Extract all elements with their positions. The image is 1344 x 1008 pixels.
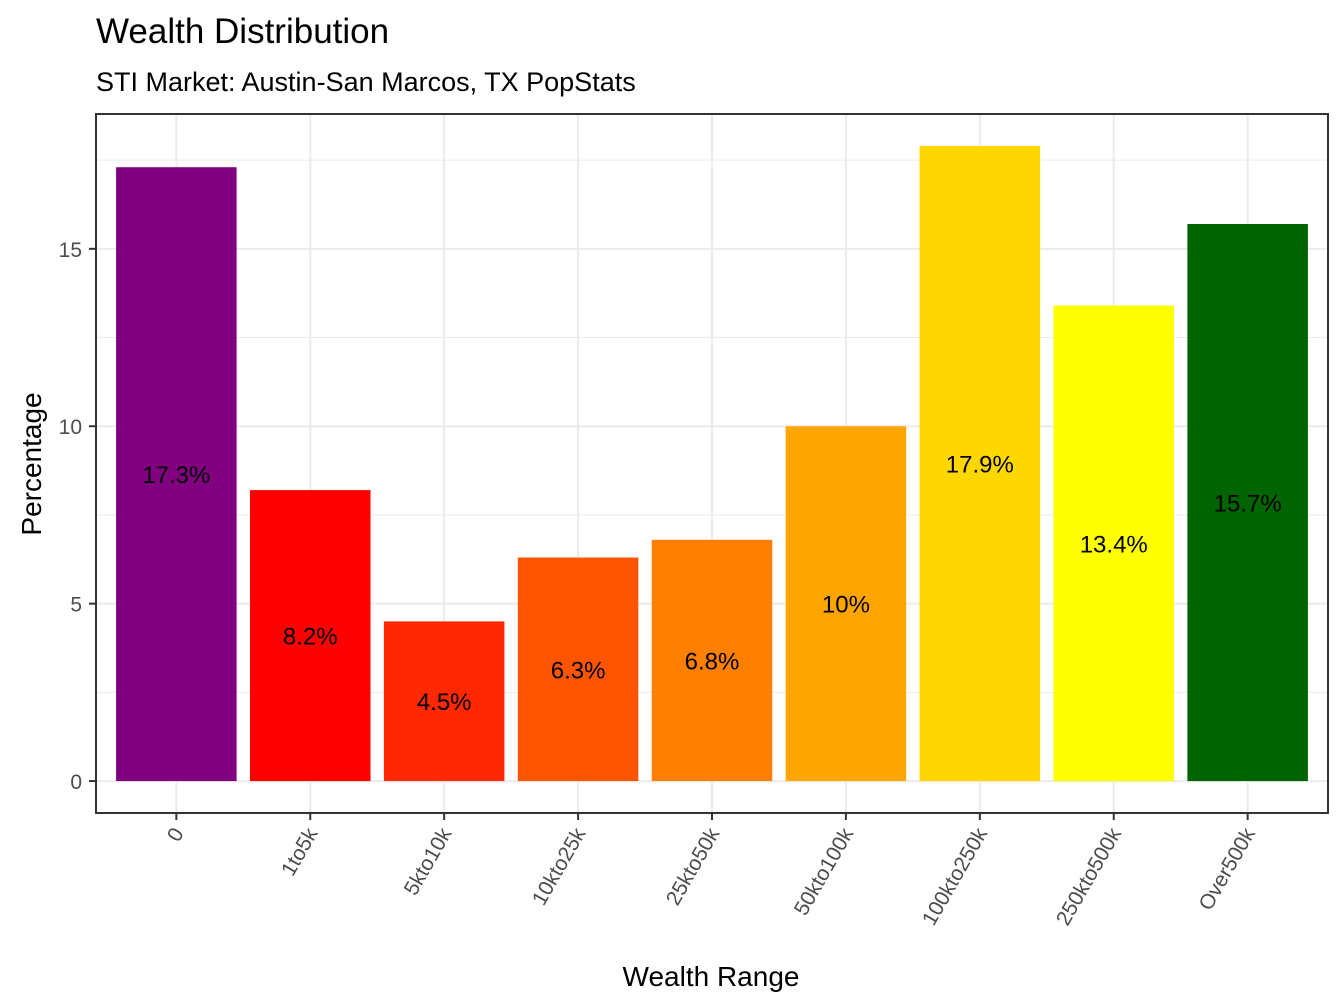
bar-value-label: 10% bbox=[822, 592, 870, 619]
bar-10kto25k bbox=[517, 557, 639, 782]
bar-value-label: 17.9% bbox=[946, 452, 1014, 479]
bar-50kto100k bbox=[785, 426, 907, 782]
bar-value-label: 4.5% bbox=[417, 689, 472, 716]
x-tick-label: 50kto100k bbox=[790, 824, 859, 920]
chart-title: Wealth Distribution bbox=[96, 12, 389, 51]
x-tick-label: 10kto25k bbox=[528, 824, 591, 910]
bar-5kto10k bbox=[383, 621, 505, 782]
bar-value-label: 17.3% bbox=[142, 462, 210, 489]
bar-value-label: 6.3% bbox=[551, 657, 606, 684]
bar-250kto500k bbox=[1053, 305, 1174, 782]
y-tick-label: 5 bbox=[70, 594, 82, 617]
plot-area: 17.3% 8.2% 4.5% 6.3% 6.8% 10% 17.9% 13.4% 15.7% 0… bbox=[59, 113, 1329, 930]
x-tick-label: 0 bbox=[163, 824, 189, 846]
bar-value-label: 15.7% bbox=[1214, 491, 1282, 518]
x-tick-label: Over500k bbox=[1195, 824, 1261, 915]
bar-1to5k bbox=[250, 490, 371, 782]
bar-100kto250k bbox=[919, 145, 1041, 782]
bar-Over500k bbox=[1187, 223, 1308, 782]
x-tick-label: 25kto50k bbox=[662, 824, 725, 910]
x-tick-label: 250kto500k bbox=[1052, 824, 1126, 930]
bar-25kto50k bbox=[651, 539, 773, 782]
bar-value-label: 13.4% bbox=[1080, 531, 1148, 558]
chart-subtitle: STI Market: Austin-San Marcos, TX PopSta… bbox=[96, 67, 636, 97]
x-tick-label: 1to5k bbox=[277, 824, 323, 880]
x-tick-label: 100kto250k bbox=[918, 824, 992, 930]
y-tick-label: 15 bbox=[59, 239, 82, 262]
bar-value-label: 6.8% bbox=[685, 648, 740, 675]
x-tick-label: 5kto10k bbox=[400, 824, 457, 900]
y-axis-title: Percentage bbox=[16, 392, 47, 535]
y-tick-label: 10 bbox=[59, 416, 82, 439]
bar-0 bbox=[116, 167, 237, 782]
bar-value-label: 8.2% bbox=[283, 624, 338, 651]
y-tick-label: 0 bbox=[70, 771, 82, 794]
x-axis-title: Wealth Range bbox=[623, 961, 800, 992]
